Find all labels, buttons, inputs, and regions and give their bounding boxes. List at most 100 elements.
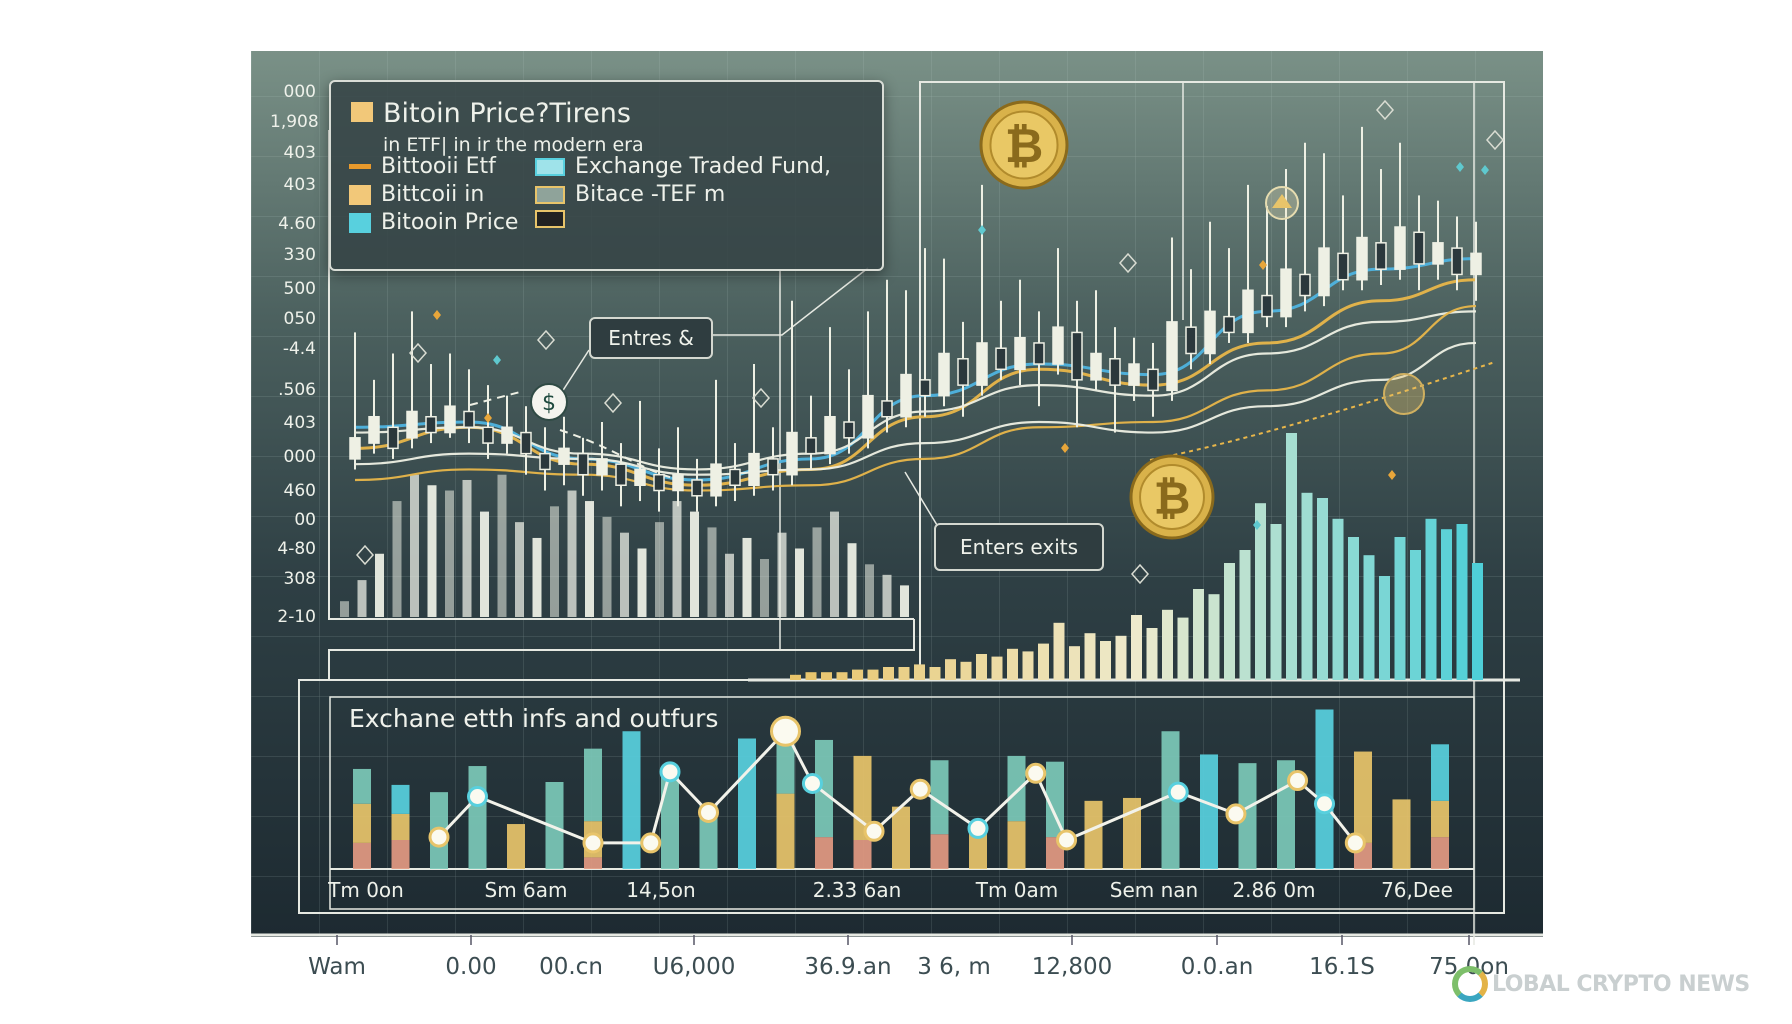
x-tick-label: 0.0.an bbox=[1180, 954, 1254, 980]
y-tick-label: 500 bbox=[283, 279, 316, 299]
moving-average-line bbox=[354, 304, 1477, 492]
candle-body bbox=[387, 426, 399, 450]
flow-bar-segment bbox=[853, 840, 872, 869]
volume-bar bbox=[602, 516, 612, 617]
candle-body bbox=[767, 458, 779, 476]
callout-leader bbox=[711, 267, 869, 336]
candle-body bbox=[653, 473, 665, 492]
volume-bar bbox=[462, 479, 472, 617]
candle-body bbox=[843, 421, 855, 439]
volume-bar-colored bbox=[1456, 524, 1468, 680]
volume-bar-colored bbox=[1022, 651, 1034, 680]
flow-bar-segment bbox=[930, 760, 949, 835]
watermark-text: LOBAL CRYPTO NEWS bbox=[1492, 971, 1750, 997]
volume-bar-colored bbox=[1472, 563, 1483, 680]
volume-bar-colored bbox=[836, 672, 848, 680]
volume-bar bbox=[865, 564, 874, 617]
sparkle-icon bbox=[1456, 162, 1464, 172]
flow-bar-segment bbox=[1431, 837, 1449, 869]
candle-body bbox=[919, 379, 931, 397]
volume-bar bbox=[672, 501, 682, 617]
flow-bar-segment bbox=[661, 771, 679, 869]
diamond-icon bbox=[1485, 129, 1505, 151]
volume-bar-colored bbox=[1410, 550, 1421, 680]
x-tick-label: Wam bbox=[308, 954, 366, 980]
y-tick-label: 403 bbox=[283, 175, 316, 195]
volume-bar bbox=[375, 553, 384, 617]
volume-bar-colored bbox=[960, 661, 972, 680]
candle-body bbox=[444, 405, 456, 434]
candle-body bbox=[1204, 310, 1216, 355]
y-tick-label: 00 bbox=[294, 510, 316, 530]
flow-bar-segment bbox=[507, 824, 525, 869]
volume-bar bbox=[847, 543, 857, 617]
volume-bar-colored bbox=[1115, 635, 1127, 680]
flow-bar-segment bbox=[353, 768, 371, 804]
volume-bar bbox=[532, 537, 542, 617]
bottom-panel-title: Exchane etth infs and outfurs bbox=[349, 704, 719, 733]
y-tick-label: 4-80 bbox=[277, 539, 316, 559]
legend-label: Bittooii Etf bbox=[381, 154, 496, 179]
volume-bar-colored bbox=[805, 672, 817, 680]
candle-body bbox=[1147, 368, 1159, 392]
sparkle-icon bbox=[484, 413, 492, 423]
flow-bar-segment bbox=[353, 842, 371, 869]
candle-body bbox=[1223, 315, 1235, 334]
volume-bar-colored bbox=[1162, 609, 1173, 680]
volume-bar-colored bbox=[976, 654, 987, 680]
bottom-category-label: Sem nan bbox=[1109, 878, 1199, 902]
volume-bar bbox=[777, 532, 787, 617]
sparkle-icon bbox=[1259, 260, 1267, 270]
bitcoin-coin-icon-inner bbox=[1139, 464, 1205, 530]
y-tick-label: 2-10 bbox=[277, 607, 316, 627]
y-tick-label: 1,908 bbox=[270, 112, 319, 132]
dashed-trend-line bbox=[469, 391, 681, 481]
watermark: LOBAL CRYPTO NEWS bbox=[1452, 966, 1750, 1002]
volume-bar-colored bbox=[1053, 622, 1065, 680]
volume-bar bbox=[357, 580, 367, 617]
candle-body bbox=[1299, 273, 1311, 297]
legend-item bbox=[535, 210, 575, 228]
volume-bar bbox=[392, 501, 402, 617]
legend: Bitoin Price?Tirens in ETF| in ir the mo… bbox=[329, 80, 884, 271]
legend-item: Exchange Traded Fund, bbox=[535, 154, 831, 179]
volume-bar-colored bbox=[1208, 594, 1220, 680]
x-tick-label: 0.00 bbox=[445, 954, 497, 980]
volume-bar-colored bbox=[1425, 518, 1437, 680]
flow-bar-segment bbox=[1007, 821, 1026, 869]
volume-bar-colored bbox=[1301, 492, 1313, 680]
volume-bar-colored bbox=[1224, 563, 1235, 680]
diamond-icon bbox=[1375, 99, 1395, 121]
candle-body bbox=[672, 473, 684, 492]
diamond-icon bbox=[1130, 563, 1150, 585]
x-tick-label: 00.cn bbox=[539, 954, 603, 980]
volume-bar bbox=[637, 548, 647, 617]
candle-body bbox=[1432, 242, 1444, 265]
volume-bar bbox=[567, 490, 577, 617]
chart-title: Bitoin Price?Tirens bbox=[383, 98, 631, 129]
volume-bar-colored bbox=[1084, 633, 1096, 680]
flow-bar-segment bbox=[815, 837, 833, 869]
y-tick-label: 000 bbox=[283, 82, 316, 102]
flow-line-point bbox=[770, 715, 801, 747]
dashed-trend-line bbox=[1149, 361, 1496, 461]
candle-body bbox=[1071, 331, 1083, 381]
volume-bar bbox=[515, 522, 524, 617]
bottom-category-label: Sm 6am bbox=[484, 878, 568, 902]
candle-body bbox=[1166, 321, 1178, 392]
bitcoin-coin-icon-inner bbox=[989, 110, 1059, 180]
volume-bar-colored bbox=[1317, 498, 1328, 680]
y-tick-label: 460 bbox=[283, 481, 316, 501]
legend-swatch bbox=[535, 157, 565, 176]
candle-body bbox=[1451, 247, 1463, 276]
volume-bar bbox=[410, 474, 419, 617]
diamond-icon bbox=[355, 544, 375, 566]
candle-body bbox=[634, 468, 646, 487]
volume-bar bbox=[760, 559, 769, 617]
flow-line-point bbox=[698, 801, 719, 823]
volume-bar-colored bbox=[1146, 628, 1158, 680]
dollar-coin-icon bbox=[1383, 373, 1425, 415]
x-tick-label: 36.9.an bbox=[804, 954, 892, 980]
candle-body bbox=[482, 426, 494, 444]
dollar-icon-glyph: $ bbox=[542, 391, 556, 416]
